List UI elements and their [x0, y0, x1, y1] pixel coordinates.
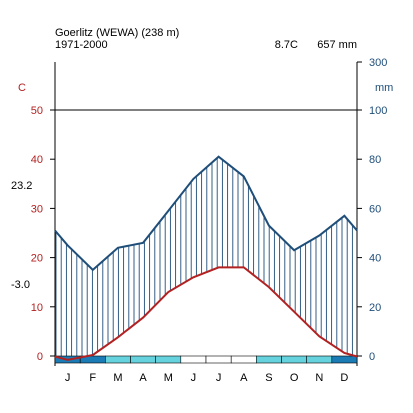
temp-axis-label: C: [18, 82, 26, 94]
month-label: A: [139, 372, 147, 384]
precip-tick-label: 40: [369, 253, 381, 265]
series-lines: [54, 155, 358, 361]
annual-precipitation: 657 mm: [317, 39, 357, 51]
month-label: F: [89, 372, 96, 384]
month-label: J: [65, 372, 71, 384]
precip-tick-label: 60: [369, 203, 381, 215]
frost-bar: [331, 355, 358, 364]
precip-tick-label: 0: [369, 351, 375, 363]
temp-tick-label: 0: [37, 351, 43, 363]
month-label: S: [265, 372, 272, 384]
frost-bar: [130, 355, 157, 364]
temp-tick-label: 20: [31, 253, 43, 265]
frost-bar: [281, 355, 308, 364]
precip-tick-label: 100: [369, 105, 387, 117]
precip-tick-label: 80: [369, 154, 381, 166]
month-label: O: [290, 372, 299, 384]
month-label: D: [340, 372, 348, 384]
month-label: M: [113, 372, 122, 384]
month-label: J: [191, 372, 197, 384]
precip-axis-label: mm: [375, 82, 393, 94]
mean-temperature: 8.7C: [275, 39, 298, 51]
temp-tick-label: 50: [31, 105, 43, 117]
frost-bar: [306, 355, 333, 364]
station-name: Goerlitz (WEWA) (238 m): [55, 27, 179, 39]
frost-bar: [230, 355, 257, 364]
precipitation-hatching: [55, 158, 353, 360]
frost-bar: [180, 355, 207, 364]
temp-tick-label: 40: [31, 154, 43, 166]
month-label: A: [240, 372, 248, 384]
frost-bar: [155, 355, 182, 364]
precip-tick-label: 20: [369, 302, 381, 314]
temp-tick-label: 10: [31, 302, 43, 314]
frost-bar: [105, 355, 131, 364]
frost-bar: [205, 355, 232, 364]
month-label: N: [315, 372, 323, 384]
month-label: M: [164, 372, 173, 384]
frost-bars: [54, 355, 358, 364]
max-temp-label: 23.2: [11, 180, 32, 192]
axes: [54, 62, 358, 366]
temperature-line: [54, 266, 358, 361]
min-temp-label: -3.0: [11, 279, 30, 291]
month-label: J: [216, 372, 222, 384]
station-period: 1971-2000: [55, 39, 108, 51]
frost-bar: [255, 355, 282, 364]
precipitation-line: [54, 155, 358, 272]
precip-tick-label: 300: [369, 57, 387, 69]
precipitation-ticks: 0 20 40 60 80 100 300: [357, 57, 387, 363]
temp-tick-label: 30: [31, 203, 43, 215]
temperature-ticks: 0 10 20 30 40 50: [31, 105, 55, 363]
